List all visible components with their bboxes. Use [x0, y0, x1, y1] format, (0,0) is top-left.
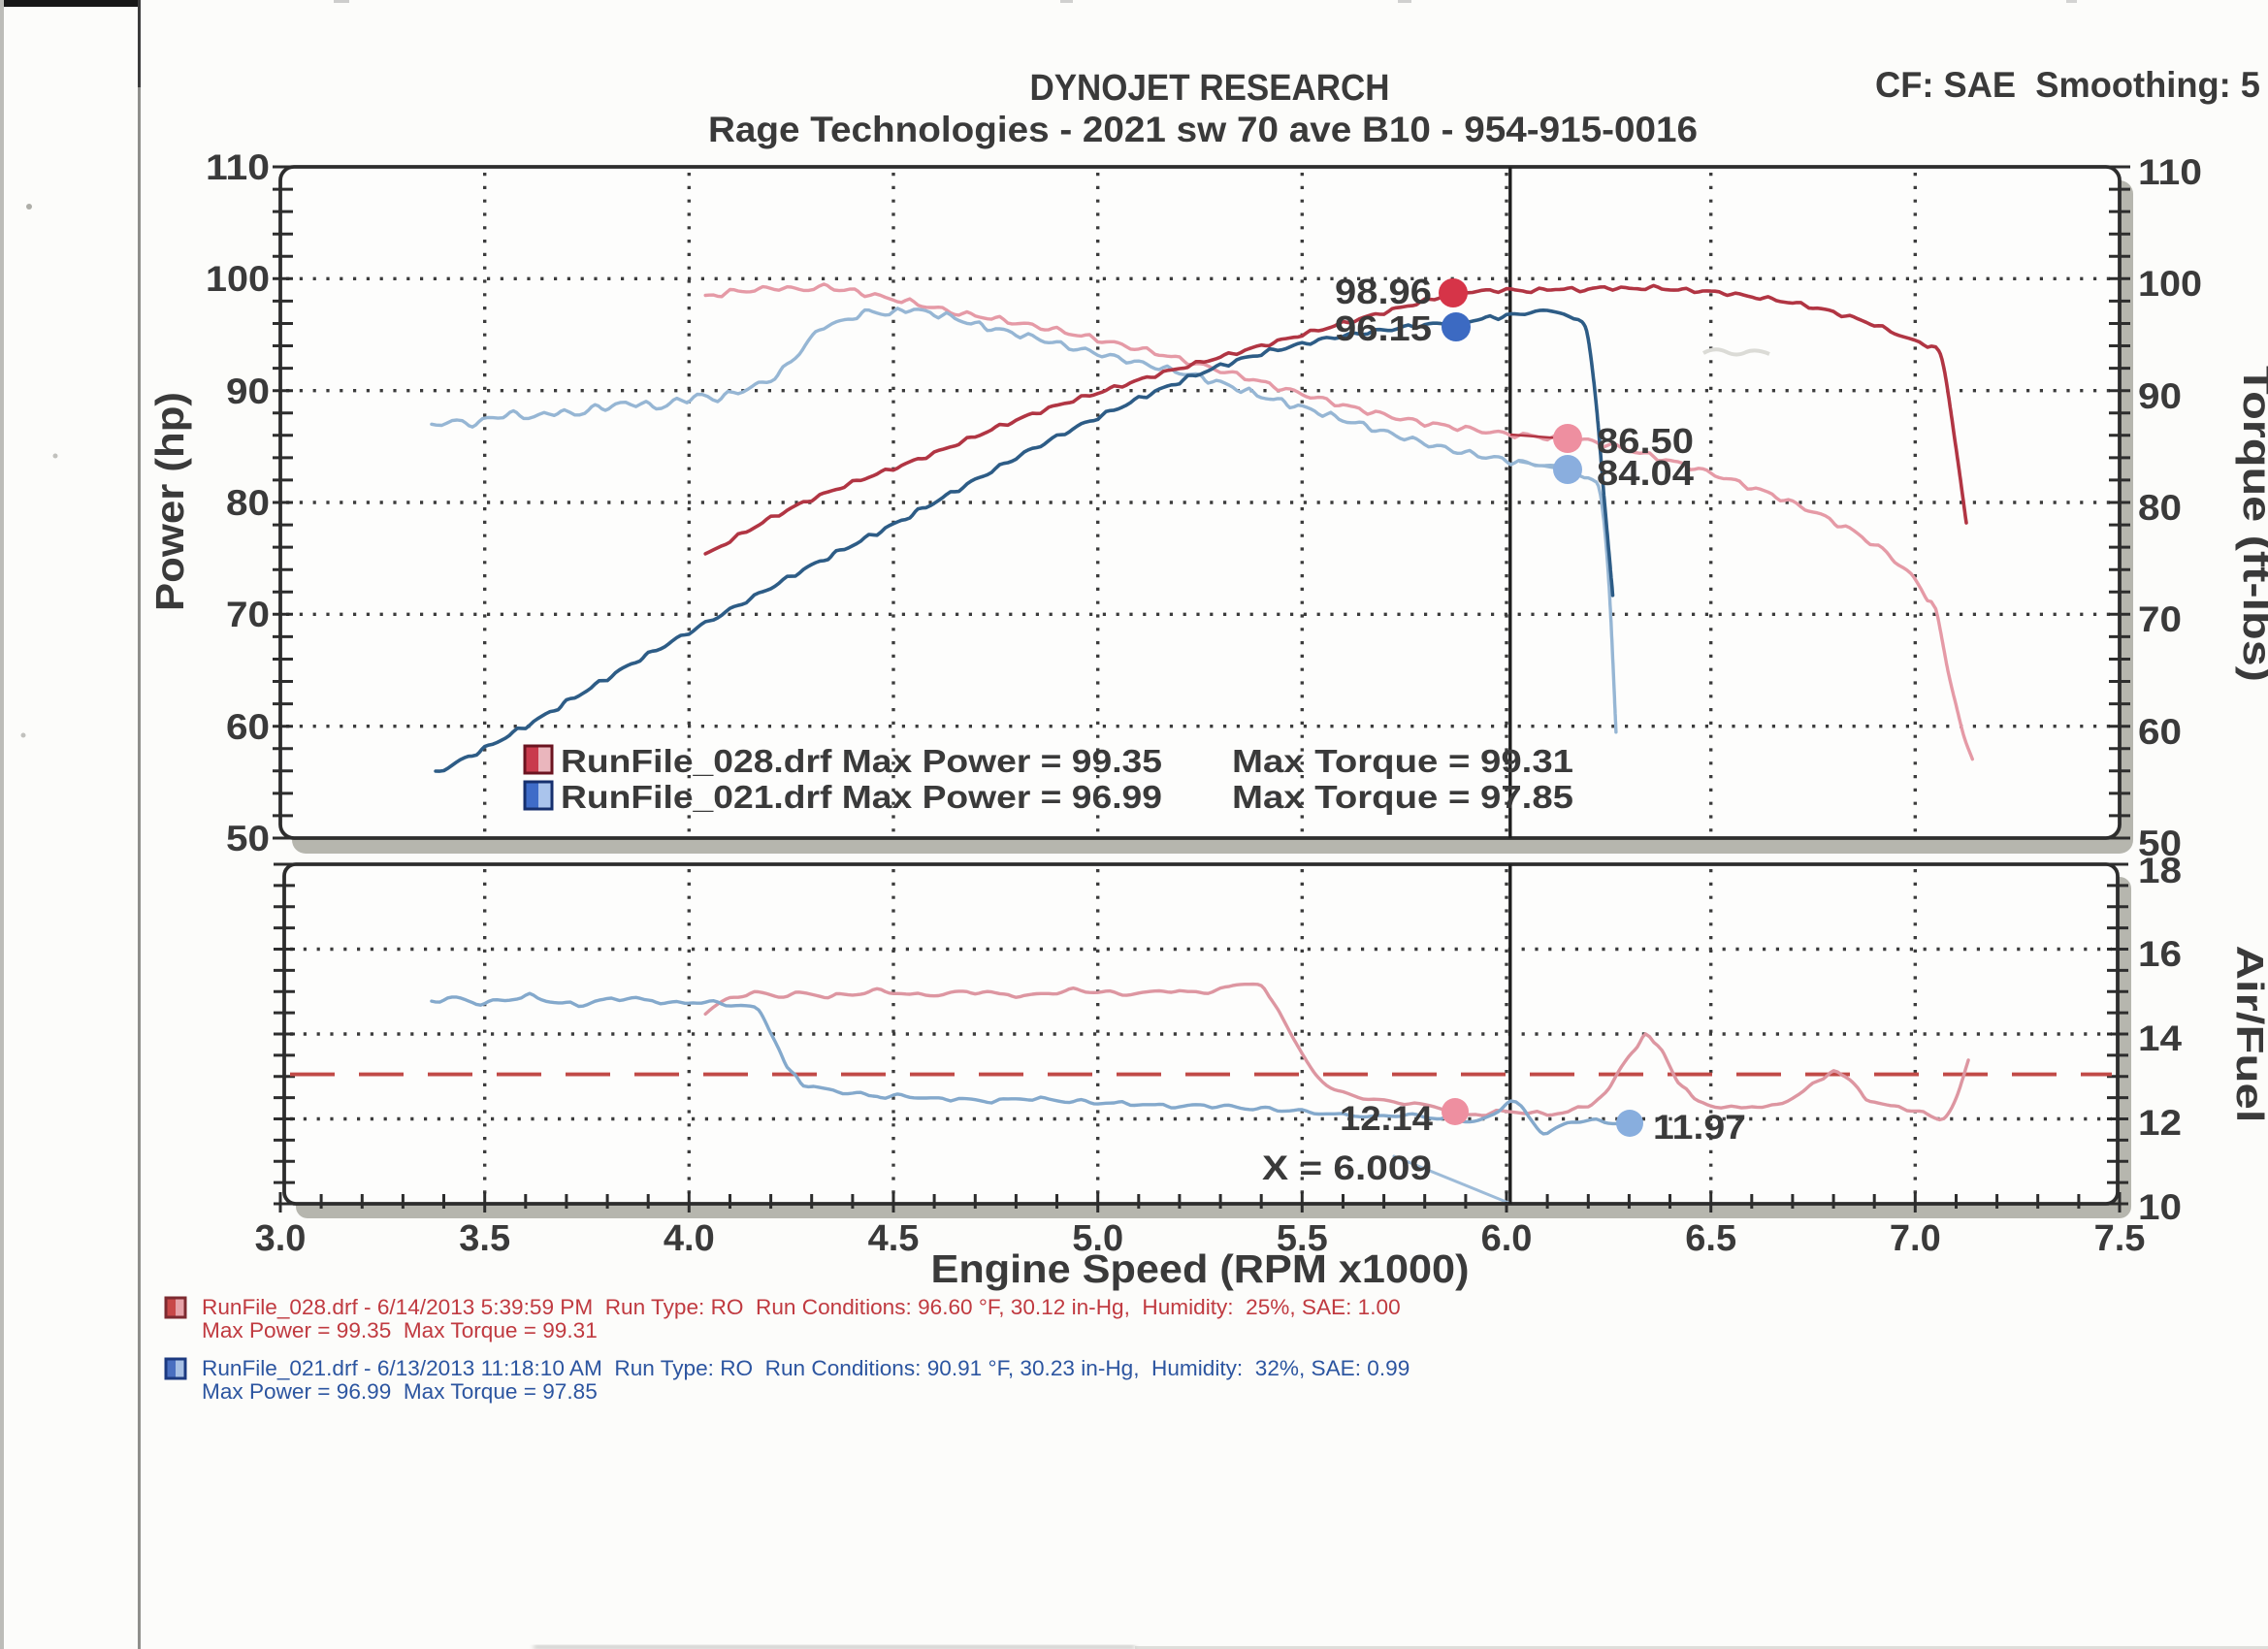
svg-text:Rage Technologies - 2021 sw 70: Rage Technologies - 2021 sw 70 ave B10 -… [708, 110, 1698, 149]
svg-text:Engine Speed (RPM x1000): Engine Speed (RPM x1000) [931, 1246, 1470, 1291]
svg-text:Max Power = 96.99 Max Torque: Max Power = 96.99 Max Torque = 97.85 [202, 1379, 598, 1404]
svg-text:4.5: 4.5 [868, 1218, 920, 1259]
svg-text:96.15: 96.15 [1335, 308, 1432, 348]
svg-text:DYNOJET RESEARCH: DYNOJET RESEARCH [1030, 68, 1390, 109]
svg-text:7.0: 7.0 [1890, 1218, 1941, 1259]
svg-text:50: 50 [2138, 824, 2182, 863]
svg-text:12.14: 12.14 [1340, 1100, 1434, 1138]
svg-text:11.97: 11.97 [1653, 1109, 1746, 1147]
svg-text:84.04: 84.04 [1597, 453, 1694, 493]
svg-text:6.5: 6.5 [1685, 1218, 1736, 1259]
svg-text:4.0: 4.0 [664, 1218, 715, 1259]
svg-text:Torque (ft-lbs): Torque (ft-lbs) [2235, 366, 2268, 682]
svg-text:14: 14 [2138, 1018, 2182, 1058]
svg-text:110: 110 [206, 147, 270, 187]
svg-text:16: 16 [2138, 934, 2182, 974]
svg-text:10: 10 [2138, 1187, 2182, 1227]
svg-text:3.5: 3.5 [459, 1218, 510, 1259]
svg-text:RunFile_021.drf Max Power = 96: RunFile_021.drf Max Power = 96.99 [561, 779, 1162, 815]
svg-text:60: 60 [226, 707, 270, 747]
svg-text:5.0: 5.0 [1072, 1218, 1123, 1259]
svg-text:18: 18 [2138, 851, 2182, 890]
svg-text:80: 80 [226, 483, 270, 523]
svg-text:60: 60 [2138, 712, 2182, 752]
svg-text:70: 70 [226, 595, 270, 634]
svg-text:CF: SAE Smoothing: 5: CF: SAE Smoothing: 5 [1875, 65, 2260, 105]
svg-text:100: 100 [206, 259, 270, 299]
svg-text:5.5: 5.5 [1277, 1218, 1328, 1259]
svg-text:RunFile_028.drf - 6/14/2013 5:: RunFile_028.drf - 6/14/2013 5:39:59 PM R… [202, 1295, 1401, 1319]
svg-text:90: 90 [2138, 376, 2182, 416]
svg-text:Power (hp): Power (hp) [147, 392, 192, 611]
svg-text:Max Power = 99.35 Max Torque: Max Power = 99.35 Max Torque = 99.31 [202, 1318, 598, 1342]
svg-text:Air/Fuel: Air/Fuel [2228, 946, 2268, 1123]
svg-text:7.5: 7.5 [2094, 1218, 2146, 1259]
svg-text:90: 90 [226, 372, 270, 411]
svg-text:RunFile_028.drf Max Power = 99: RunFile_028.drf Max Power = 99.35 [561, 743, 1162, 779]
svg-text:86.50: 86.50 [1597, 421, 1694, 461]
svg-text:X = 6.009: X = 6.009 [1262, 1149, 1432, 1187]
svg-text:3.0: 3.0 [255, 1218, 307, 1259]
svg-text:RunFile_021.drf - 6/13/2013 11: RunFile_021.drf - 6/13/2013 11:18:10 AM … [202, 1356, 1409, 1380]
svg-text:110: 110 [2138, 152, 2202, 192]
svg-text:98.96: 98.96 [1335, 272, 1432, 311]
svg-text:50: 50 [226, 819, 270, 858]
svg-text:100: 100 [2138, 264, 2202, 304]
svg-text:80: 80 [2138, 488, 2182, 528]
svg-text:Max Torque = 99.31: Max Torque = 99.31 [1232, 743, 1573, 779]
svg-text:6.0: 6.0 [1481, 1218, 1533, 1259]
svg-text:12: 12 [2138, 1103, 2182, 1143]
svg-text:70: 70 [2138, 599, 2182, 639]
svg-text:Max Torque = 97.85: Max Torque = 97.85 [1232, 779, 1573, 815]
